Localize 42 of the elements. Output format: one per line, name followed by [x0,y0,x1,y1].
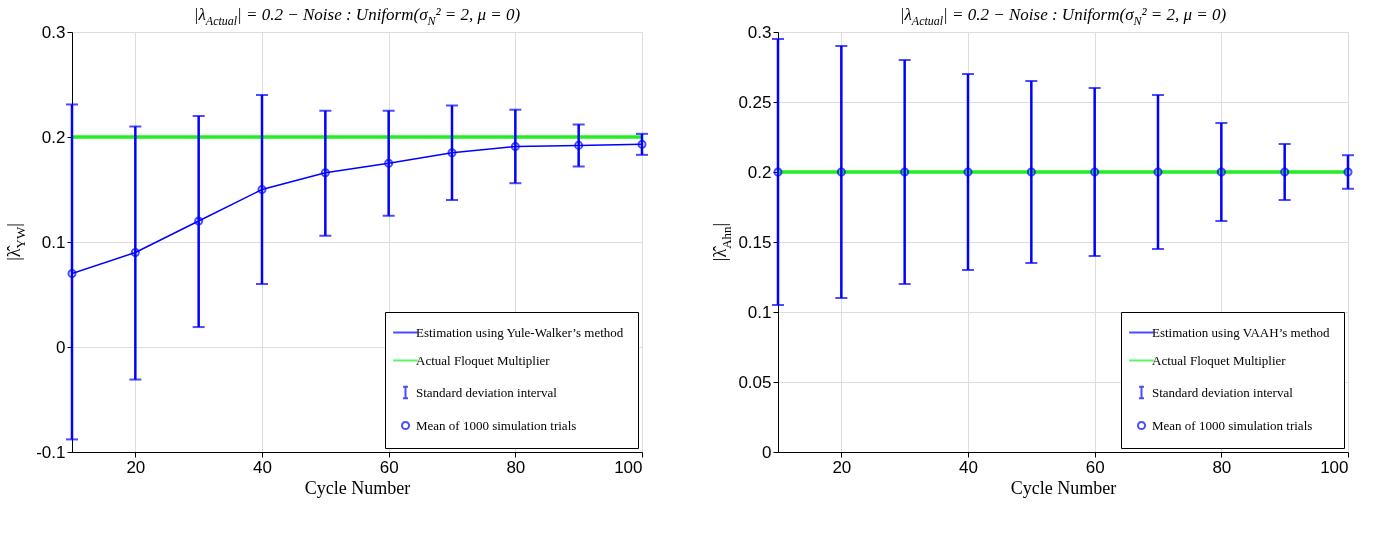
point [447,148,457,158]
legend-label: Mean of 1000 simulation trials [416,417,577,433]
y-tick-label: 0.05 [738,372,772,392]
y-axis-title: |λ̂YW| [4,223,28,261]
y-tick-label: 0.25 [738,92,772,112]
y-tick-label: 0.1 [747,302,772,322]
x-axis-title: Cycle Number [304,477,411,498]
point [384,158,394,168]
y-tick-label: 0.3 [41,22,66,42]
y-tick-label: 0 [56,337,66,357]
annotation: Standard deviation interval [1152,384,1294,400]
point [510,141,520,151]
x-tick-label: 60 [379,457,399,477]
legend-label: Actual Floquet Multiplier [1152,352,1287,368]
legend-label: Estimation using Yule-Walker’s method [416,324,624,340]
point [194,216,204,226]
y-tick-label: 0.2 [41,127,66,147]
x-tick-label: 80 [1212,457,1232,477]
legend-label: Estimation using VAAH’s method [1152,324,1331,340]
y-tick-label: 0.1 [41,232,66,252]
y-tick-label: 0.15 [738,232,772,252]
x-tick-label: 80 [506,457,526,477]
point [320,168,330,178]
x-tick-label: 40 [959,457,978,477]
point [574,140,584,150]
x-tick-label: 60 [1085,457,1105,477]
x-axis-title: Cycle Number [1010,477,1117,498]
x-tick-label: 40 [253,457,272,477]
legend-label: Actual Floquet Multiplier [416,352,551,368]
x-tick-label: 100 [1320,457,1349,477]
point [130,247,140,258]
legend-label: Mean of 1000 simulation trials [1152,417,1313,433]
x-tick-label: 20 [126,457,146,477]
y-tick-label: 0 [762,442,772,462]
y-tick-label: 0.2 [747,162,772,182]
y-tick-label: 0.3 [747,22,772,42]
point [257,184,267,195]
x-tick-label: 20 [832,457,852,477]
x-tick-label: 100 [614,457,643,477]
y-axis-title: |λ̂Ahn| [710,222,734,262]
annotation: Standard deviation interval [416,384,558,400]
y-tick-label: -0.1 [36,442,66,462]
